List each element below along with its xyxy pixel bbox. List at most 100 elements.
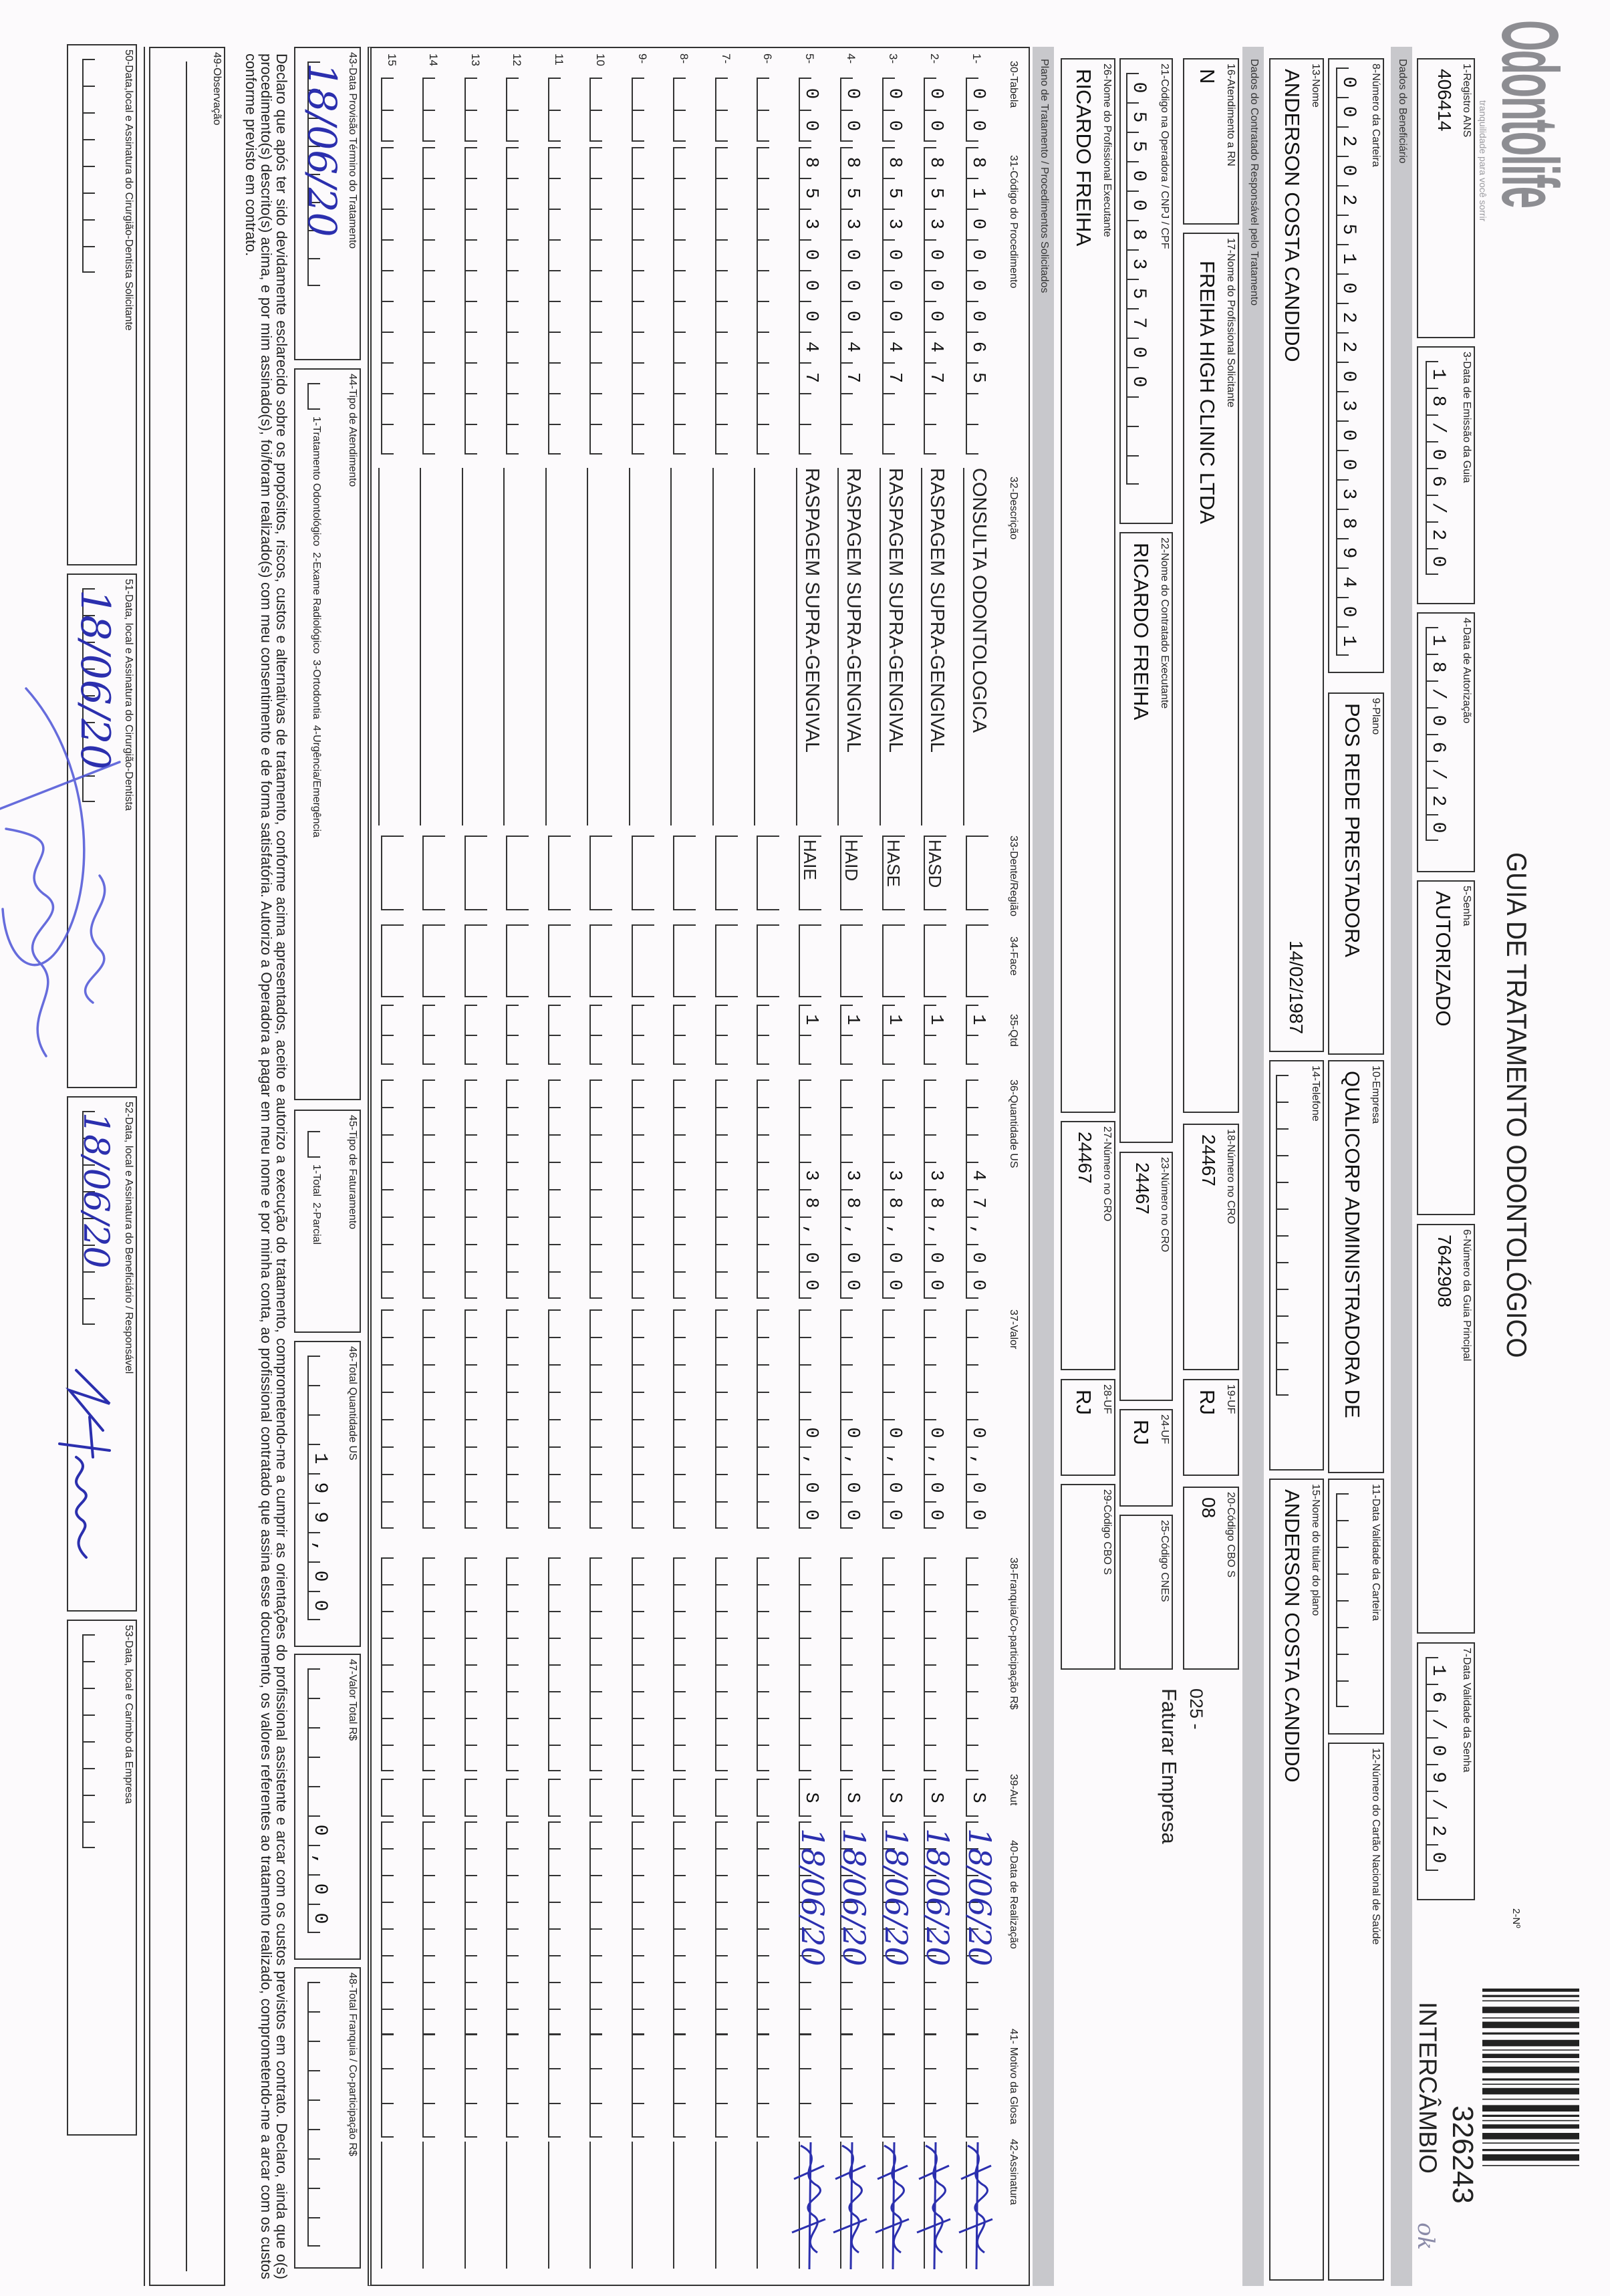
tabela-cells[interactable] [715, 78, 738, 142]
valor-cells[interactable] [464, 1309, 487, 1529]
descricao-field[interactable] [462, 468, 489, 825]
quantidade-us-cells[interactable] [506, 1079, 529, 1299]
aut-cell[interactable] [381, 1779, 404, 1817]
dente-regiao-field[interactable] [673, 836, 696, 910]
quantidade-us-cells[interactable]: 38,00 [924, 1079, 947, 1307]
tabela-cells[interactable]: 00 [882, 78, 905, 152]
assinatura-line[interactable] [757, 2142, 759, 2269]
data-realizacao-cells[interactable] [506, 1821, 529, 2035]
aut-cell[interactable]: S [966, 1779, 988, 1830]
descricao-field[interactable]: CONSULTA ODONTOLOGICA [963, 468, 990, 825]
aut-cell[interactable] [548, 1779, 571, 1817]
dente-regiao-field[interactable] [464, 836, 487, 910]
codigo-procedimento-cells[interactable]: 85300047 [799, 147, 821, 455]
valor-cells[interactable]: 0,00 [966, 1309, 988, 1537]
valor-cells[interactable] [632, 1309, 654, 1529]
face-field[interactable] [422, 924, 446, 997]
motivo-glosa-cells[interactable] [924, 2033, 947, 2138]
face-field[interactable] [715, 924, 738, 997]
qtd-cells[interactable]: 1 [799, 1005, 821, 1065]
qtd-cells[interactable] [632, 1005, 654, 1065]
face-field[interactable] [632, 924, 654, 997]
assinatura-line[interactable] [506, 2142, 508, 2269]
assinatura-line[interactable] [548, 2142, 549, 2269]
codigo-procedimento-cells[interactable] [464, 147, 487, 455]
data-realizacao-cells[interactable] [589, 1821, 613, 2035]
date-cells[interactable]: 18/06/20 [1426, 361, 1448, 583]
franquia-cells[interactable] [673, 1557, 696, 1771]
codigo-procedimento-cells[interactable]: 85300047 [882, 147, 905, 455]
aut-cell[interactable] [715, 1779, 738, 1817]
codigo-procedimento-cells[interactable] [589, 147, 613, 455]
valor-total-cells[interactable]: 0,00 [307, 1668, 330, 1942]
face-field[interactable] [506, 924, 529, 997]
franquia-cells[interactable] [548, 1557, 571, 1771]
aut-cell[interactable] [589, 1779, 613, 1817]
qtd-cells[interactable] [464, 1005, 487, 1065]
motivo-glosa-cells[interactable] [548, 2033, 571, 2138]
data-realizacao-cells[interactable] [381, 1821, 404, 2035]
valor-cells[interactable] [589, 1309, 613, 1529]
tabela-cells[interactable] [464, 78, 487, 142]
qtd-cells[interactable] [548, 1005, 571, 1065]
qtd-cells[interactable]: 1 [882, 1005, 905, 1065]
aut-cell[interactable] [422, 1779, 446, 1817]
data-realizacao-cells[interactable] [632, 1821, 654, 2035]
valor-cells[interactable] [673, 1309, 696, 1529]
data-realizacao-cells[interactable] [757, 1821, 780, 2035]
dente-regiao-field[interactable] [589, 836, 613, 910]
date-cells[interactable]: 16/09/20 [1426, 1657, 1448, 1879]
valor-cells[interactable] [548, 1309, 571, 1529]
dente-regiao-field[interactable] [381, 836, 404, 910]
franquia-cells[interactable] [840, 1557, 863, 1771]
assinatura-line[interactable] [381, 2142, 382, 2269]
descricao-field[interactable] [712, 468, 739, 825]
quantidade-us-cells[interactable] [715, 1079, 738, 1299]
dente-regiao-field[interactable] [966, 836, 988, 910]
field-assinatura-solicitante[interactable]: 50-Data,local e Assinatura do Cirurgião-… [67, 44, 137, 565]
dente-regiao-field[interactable] [506, 836, 529, 910]
valor-cells[interactable]: 0,00 [799, 1309, 821, 1537]
data-realizacao-cells[interactable] [548, 1821, 571, 2035]
tabela-cells[interactable] [632, 78, 654, 142]
franquia-total-cells[interactable] [307, 1982, 330, 2247]
tabela-cells[interactable] [673, 78, 696, 142]
motivo-glosa-cells[interactable] [673, 2033, 696, 2138]
qtd-cells[interactable] [506, 1005, 529, 1065]
field-observacao[interactable]: 49-Observação [149, 47, 225, 2286]
dente-regiao-field[interactable] [715, 836, 738, 910]
card-number-cells[interactable]: 00202510220300389401 [1336, 68, 1359, 665]
tabela-cells[interactable] [589, 78, 613, 142]
motivo-glosa-cells[interactable] [589, 2033, 613, 2138]
dente-regiao-field[interactable]: HAIE [799, 836, 821, 910]
qtd-cells[interactable]: 1 [840, 1005, 863, 1065]
dente-regiao-field[interactable] [422, 836, 446, 910]
assinatura-line[interactable] [422, 2142, 424, 2269]
valor-cells[interactable]: 0,00 [882, 1309, 905, 1537]
quantidade-us-cells[interactable] [548, 1079, 571, 1299]
quantidade-us-cells[interactable]: 38,00 [799, 1079, 821, 1307]
codigo-procedimento-cells[interactable] [381, 147, 404, 455]
codigo-procedimento-cells[interactable]: 85300047 [924, 147, 947, 455]
descricao-field[interactable] [629, 468, 656, 825]
valor-cells[interactable] [506, 1309, 529, 1529]
tabela-cells[interactable]: 00 [799, 78, 821, 152]
face-field[interactable] [966, 924, 988, 997]
tabela-cells[interactable] [506, 78, 529, 142]
codigo-procedimento-cells[interactable] [422, 147, 446, 455]
dente-regiao-field[interactable] [632, 836, 654, 910]
qtd-cells[interactable] [673, 1005, 696, 1065]
tipo-faturamento-checkbox[interactable] [307, 1131, 330, 1158]
data-realizacao-cells[interactable] [673, 1821, 696, 2035]
franquia-cells[interactable] [506, 1557, 529, 1771]
quantidade-us-cells[interactable] [673, 1079, 696, 1299]
aut-cell[interactable] [632, 1779, 654, 1817]
codigo-procedimento-cells[interactable] [548, 147, 571, 455]
tabela-cells[interactable] [548, 78, 571, 142]
dente-regiao-field[interactable]: HASE [882, 836, 905, 910]
face-field[interactable] [840, 924, 863, 997]
face-field[interactable] [381, 924, 404, 997]
field-carimbo-empresa[interactable]: 53-Data, local e Carimbo da Empresa [67, 1620, 137, 2136]
valor-cells[interactable]: 0,00 [840, 1309, 863, 1537]
valor-cells[interactable]: 0,00 [924, 1309, 947, 1537]
